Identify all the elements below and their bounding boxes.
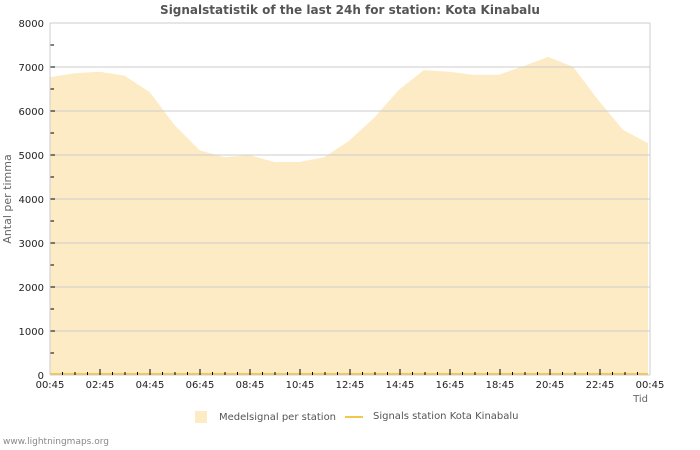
x-tick-label: 20:45 xyxy=(536,380,565,391)
y-tick-label: 5000 xyxy=(19,151,44,162)
y-tick-label: 4000 xyxy=(19,195,44,206)
x-tick-label: 22:45 xyxy=(586,380,615,391)
y-tick-label: 0 xyxy=(38,371,44,382)
chart-title: Signalstatistik of the last 24h for stat… xyxy=(160,3,540,17)
y-tick-label: 8000 xyxy=(19,19,44,30)
y-tick-label: 1000 xyxy=(19,327,44,338)
x-tick-label: 12:45 xyxy=(336,380,365,391)
y-axis-label: Antal per timma xyxy=(1,154,14,243)
y-tick-label: 2000 xyxy=(19,283,44,294)
x-tick-label: 02:45 xyxy=(86,380,115,391)
area-series-average xyxy=(50,56,648,376)
x-axis-label: Tid xyxy=(632,394,648,405)
x-tick-label: 00:45 xyxy=(636,380,665,391)
legend-item-station: Signals station Kota Kinabalu xyxy=(345,411,519,422)
x-tick-label: 18:45 xyxy=(486,380,515,391)
legend-label-station: Signals station Kota Kinabalu xyxy=(373,411,519,422)
legend-item-average: Medelsignal per station xyxy=(195,411,336,423)
legend-label-average: Medelsignal per station xyxy=(219,411,337,423)
y-tick-label: 7000 xyxy=(19,63,44,74)
footer-credit: www.lightningmaps.org xyxy=(3,437,109,447)
x-tick-label: 16:45 xyxy=(436,380,465,391)
y-tick-label: 6000 xyxy=(19,107,44,118)
legend-area-swatch xyxy=(195,411,207,423)
x-tick-label: 00:45 xyxy=(36,380,65,391)
x-tick-label: 04:45 xyxy=(136,380,165,391)
y-tick-label: 3000 xyxy=(19,239,44,250)
x-tick-label: 08:45 xyxy=(236,380,265,391)
x-tick-label: 06:45 xyxy=(186,380,215,391)
x-tick-label: 10:45 xyxy=(286,380,315,391)
x-tick-label: 14:45 xyxy=(386,380,415,391)
legend-line-swatch xyxy=(345,415,363,418)
